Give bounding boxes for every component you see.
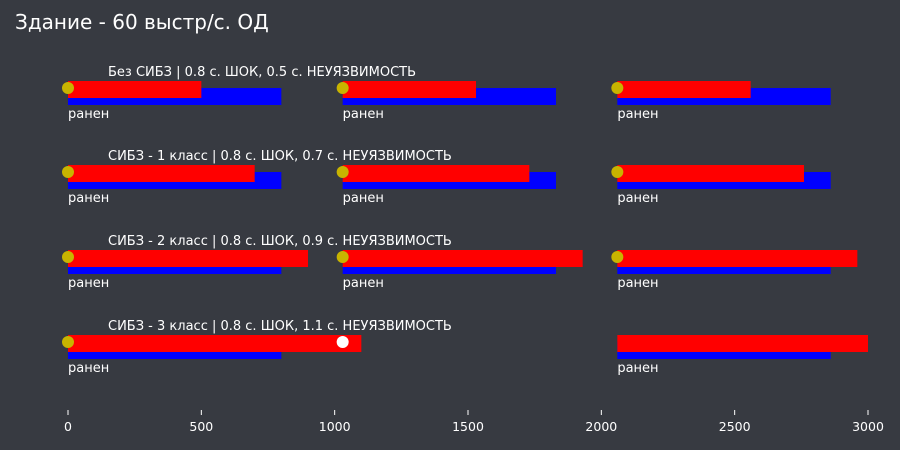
red-bar [617, 335, 868, 352]
x-tick-label: 0 [64, 419, 72, 434]
start-marker [611, 82, 624, 94]
red-bar [342, 250, 583, 267]
start-marker [62, 251, 74, 263]
red-bar [68, 165, 255, 182]
page-title: Здание - 60 выстр/с. ОД [15, 10, 269, 34]
red-bar [68, 250, 308, 267]
red-bar [617, 81, 751, 98]
wound-label: ранен [343, 276, 384, 291]
wound-label: ранен [617, 191, 658, 206]
x-tick-label: 1000 [319, 419, 351, 434]
wound-label: ранен [68, 276, 109, 291]
start-marker [611, 166, 624, 178]
start-marker [336, 251, 349, 263]
red-bar [342, 81, 476, 98]
x-tick-label: 3000 [852, 419, 884, 434]
start-marker [62, 166, 74, 178]
row-label: Без СИБЗ | 0.8 с. ШОК, 0.5 с. НЕУЯЗВИМОС… [108, 65, 416, 80]
row-label: СИБЗ - 2 класс | 0.8 с. ШОК, 0.9 с. НЕУЯ… [108, 234, 452, 249]
wound-label: ранен [343, 191, 384, 206]
wound-label: ранен [68, 361, 109, 376]
wound-label: ранен [343, 107, 384, 122]
x-tick-label: 2000 [585, 419, 617, 434]
x-tick-label: 2500 [719, 419, 751, 434]
row-label: СИБЗ - 1 класс | 0.8 с. ШОК, 0.7 с. НЕУЯ… [108, 149, 452, 164]
start-marker [611, 251, 624, 263]
start-marker [336, 166, 349, 178]
row-label: СИБЗ - 3 класс | 0.8 с. ШОК, 1.1 с. НЕУЯ… [108, 319, 452, 334]
start-marker [62, 336, 74, 348]
hit-marker [336, 336, 349, 348]
wound-label: ранен [617, 361, 658, 376]
wound-label: ранен [68, 107, 109, 122]
wound-label: ранен [617, 276, 658, 291]
red-bar [617, 165, 804, 182]
x-tick-label: 1500 [452, 419, 484, 434]
red-bar [342, 165, 530, 182]
red-bar [68, 335, 362, 352]
x-tick-label: 500 [189, 419, 213, 434]
wound-label: ранен [617, 107, 658, 122]
start-marker [62, 82, 74, 94]
red-bar [68, 81, 202, 98]
wound-label: ранен [68, 191, 109, 206]
red-bar [617, 250, 858, 267]
start-marker [336, 82, 349, 94]
